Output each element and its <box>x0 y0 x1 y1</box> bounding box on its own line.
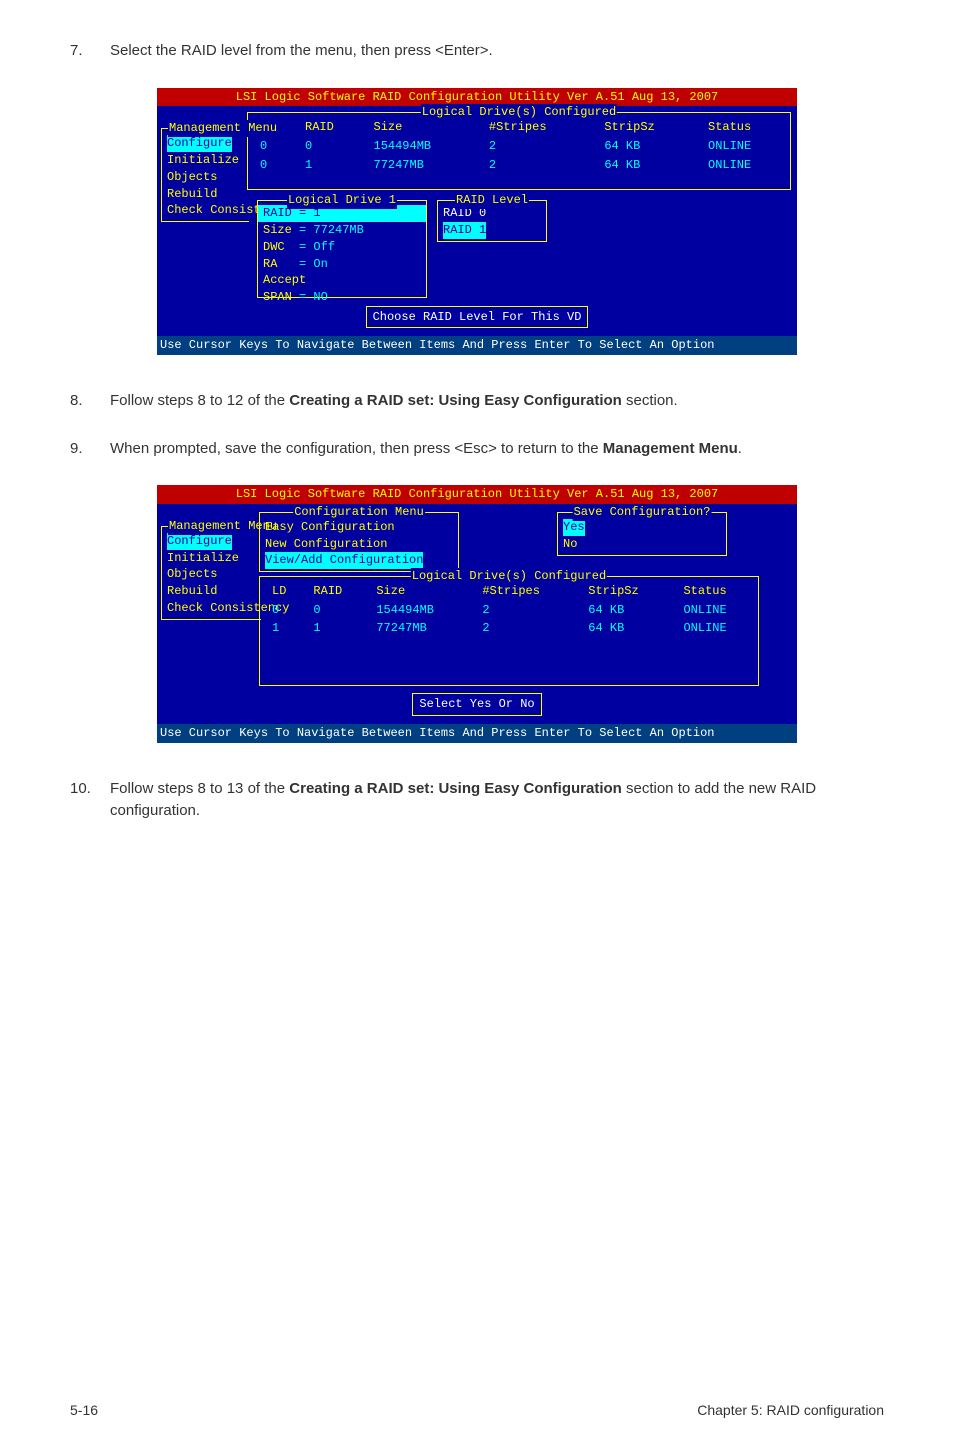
menu-item-initialize[interactable]: Initialize <box>167 550 256 567</box>
table-row: 1 1 77247MB 2 64 KB ONLINE <box>266 620 760 637</box>
configuration-menu-label: Configuration Menu <box>293 504 425 521</box>
step-8: 8. Follow steps 8 to 12 of the Creating … <box>70 390 884 413</box>
step-text: Follow steps 8 to 12 of the Creating a R… <box>110 390 884 413</box>
save-configuration-label: Save Configuration? <box>573 504 712 521</box>
step-text: Select the RAID level from the menu, the… <box>110 40 884 63</box>
step-number: 8. <box>70 390 110 413</box>
management-menu-label: Management Menu <box>168 120 278 137</box>
table-header: LD RAID Size #Stripes StripSz Status <box>266 583 760 600</box>
conf-viewadd[interactable]: View/Add Configuration <box>265 552 423 569</box>
table-header: LD RAID Size #Stripes StripSz Status <box>254 119 792 136</box>
step-number: 9. <box>70 438 110 461</box>
menu-item-initialize[interactable]: Initialize <box>167 152 244 169</box>
ld1-accept[interactable]: Accept <box>258 272 426 289</box>
step-number: 7. <box>70 40 110 63</box>
raid-level-label: RAID Level <box>455 192 529 209</box>
raid-level-1[interactable]: RAID 1 <box>443 222 486 239</box>
save-no[interactable]: No <box>563 536 721 553</box>
menu-item-rebuild[interactable]: Rebuild <box>167 583 256 600</box>
step-7: 7. Select the RAID level from the menu, … <box>70 40 884 63</box>
logical-drive-1-label: Logical Drive 1 <box>287 192 397 209</box>
menu-item-objects[interactable]: Objects <box>167 566 256 583</box>
bios-footer: Use Cursor Keys To Navigate Between Item… <box>157 724 797 743</box>
step-number: 10. <box>70 778 110 823</box>
conf-new[interactable]: New Configuration <box>265 536 453 553</box>
bios-screenshot-1: LSI Logic Software RAID Configuration Ut… <box>157 88 797 356</box>
menu-item-configure[interactable]: Configure <box>167 135 232 152</box>
step-text: When prompted, save the configuration, t… <box>110 438 884 461</box>
bios-title: LSI Logic Software RAID Configuration Ut… <box>157 485 797 504</box>
ld1-ra[interactable]: RA = On <box>258 256 426 273</box>
step-10: 10. Follow steps 8 to 13 of the Creating… <box>70 778 884 823</box>
conf-easy[interactable]: Easy Configuration <box>265 519 453 536</box>
bios-footer: Use Cursor Keys To Navigate Between Item… <box>157 336 797 355</box>
menu-item-configure[interactable]: Configure <box>167 533 232 550</box>
table-row: 0 0 154494MB 2 64 KB ONLINE <box>266 602 760 619</box>
menu-item-check[interactable]: Check Consistency <box>167 600 256 617</box>
ld1-span[interactable]: SPAN = NO <box>258 289 426 306</box>
menu-item-rebuild[interactable]: Rebuild <box>167 186 244 203</box>
chapter-title: Chapter 5: RAID configuration <box>697 1402 884 1418</box>
page-footer: 5-16 Chapter 5: RAID configuration <box>0 1402 954 1418</box>
ld1-dwc[interactable]: DWC = Off <box>258 239 426 256</box>
menu-item-objects[interactable]: Objects <box>167 169 244 186</box>
choose-raid-button: Choose RAID Level For This VD <box>366 306 589 329</box>
table-row: 0 0 154494MB 2 64 KB ONLINE <box>254 138 792 155</box>
menu-item-check[interactable]: Check Consistency <box>167 202 244 219</box>
step-text: Follow steps 8 to 13 of the Creating a R… <box>110 778 884 823</box>
ld1-size[interactable]: Size = 77247MB <box>258 222 426 239</box>
save-yes[interactable]: Yes <box>563 519 585 536</box>
select-yes-no-button: Select Yes Or No <box>412 693 541 716</box>
step-9: 9. When prompted, save the configuration… <box>70 438 884 461</box>
table-row: 0 1 77247MB 2 64 KB ONLINE <box>254 157 792 174</box>
page-number: 5-16 <box>70 1402 98 1418</box>
bios-screenshot-2: LSI Logic Software RAID Configuration Ut… <box>157 485 797 743</box>
